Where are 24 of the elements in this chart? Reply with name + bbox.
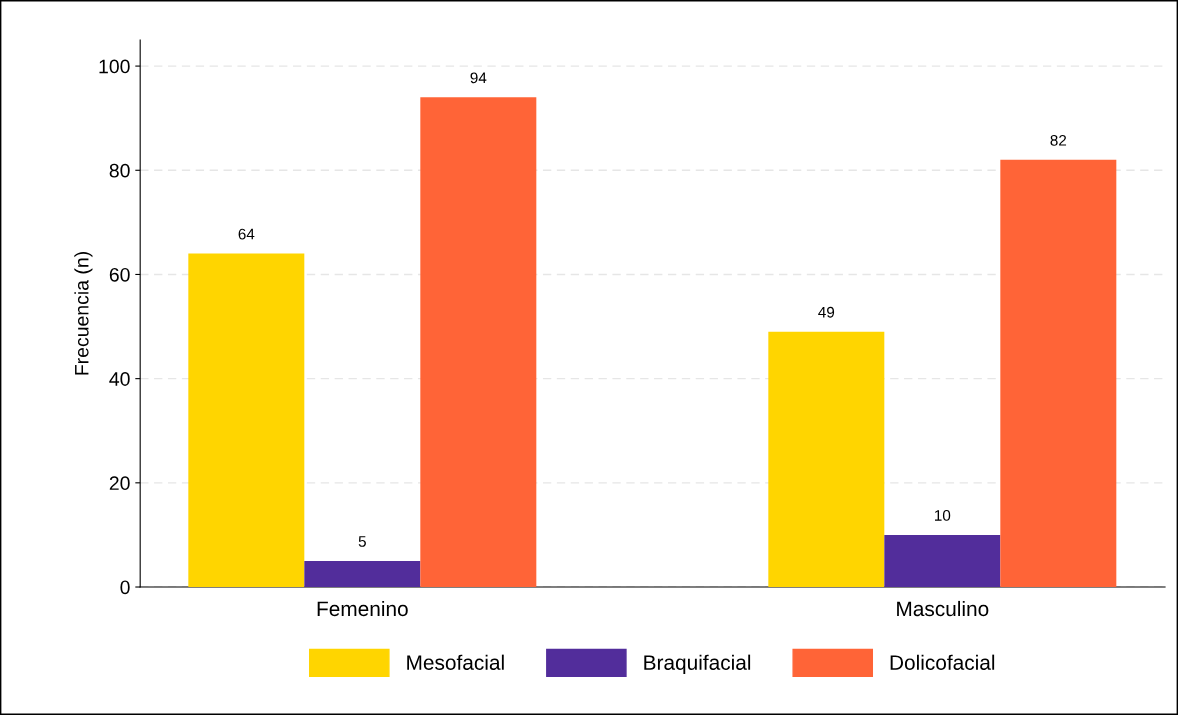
bar: [884, 534, 1001, 588]
data-label: 82: [1050, 134, 1067, 146]
bar: [420, 97, 537, 588]
data-label: 10: [934, 509, 951, 521]
y-axis-title: Frecuencia (n): [74, 252, 93, 375]
bar: [188, 253, 305, 588]
bar: [768, 331, 885, 588]
data-label: 49: [818, 306, 835, 318]
bar: [1000, 159, 1117, 588]
y-tick-label: 60: [109, 267, 130, 282]
data-label: 5: [358, 536, 366, 547]
data-label: 64: [238, 228, 255, 240]
legend-label: Mesofacial: [407, 654, 504, 670]
legend-label: Braquifacial: [644, 654, 751, 675]
data-label: 94: [470, 72, 487, 84]
bar: [304, 560, 421, 588]
x-tick-label: Masculino: [897, 600, 989, 617]
y-tick-label: 100: [99, 59, 130, 74]
y-tick-label: 40: [109, 372, 130, 386]
legend-label: Dolicofacial: [890, 654, 995, 670]
x-tick-label: Femenino: [317, 600, 408, 617]
y-tick-label: 20: [109, 476, 130, 491]
y-tick-label: 0: [120, 580, 130, 595]
y-tick-label: 80: [109, 163, 130, 178]
